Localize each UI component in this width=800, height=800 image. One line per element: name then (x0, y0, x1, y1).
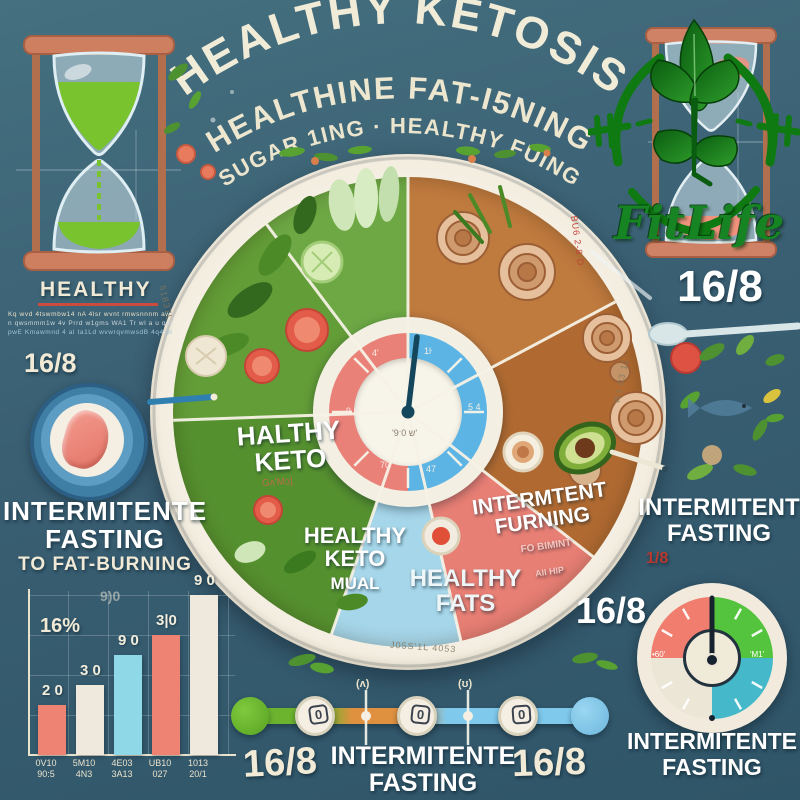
plate-label-fats: HEALTHY FATS (409, 565, 522, 617)
clock-numeral-1: 1ŀ (424, 346, 433, 356)
timeline-knob-glyph-1: 0 (307, 703, 330, 726)
bar-value-5: 9 0 (194, 572, 215, 589)
clock-face (354, 358, 462, 466)
timeline-right-label: 16/8 (511, 740, 587, 786)
gauge-caption-line2: FASTING (662, 754, 762, 780)
x-label-1: 0V10 90:5 (35, 758, 57, 779)
timeline-left-label: 16/8 (241, 740, 318, 786)
plate-label-burning: INTERMTENT FURNING FO BIMINT AII HIP (470, 478, 608, 579)
gauge-label-right: 'M1' (750, 650, 765, 659)
plate-label-keto2: HEALTHY KETO MUAL (303, 523, 407, 593)
bar-5 (190, 595, 218, 755)
x-label-4: UB10 027 (148, 758, 172, 779)
left-heading: HEALTHY (40, 278, 152, 301)
plate-label-keto1-sub: Gʌ'Mɔ] (261, 475, 294, 490)
timeline-tick-glyph-1: (ʌ) (356, 678, 370, 690)
gauge-center-disc (683, 629, 741, 687)
gauge-caption-line1: INTERMITENTE (627, 728, 797, 754)
left-fineprint-3: pwE Kmawmnd 4 al ta1Ld wvwrqvmwsdB 4q4 p… (8, 329, 173, 336)
timeline-knob-glyph-3: 0 (511, 704, 532, 725)
fitlife-logo (588, 18, 800, 258)
left-heading-underline (38, 303, 158, 306)
x-label-5: 1013 20/1 (187, 758, 209, 779)
left-fineprint-1: Kq wvd 4tswmbw14 nA 4lsr wvnt rmwsnnnm a… (8, 311, 173, 318)
bar-chart (20, 583, 238, 800)
plate-label-keto1: HALTHY KETO (235, 414, 342, 478)
right-fasting-line1: INTERMITENT (638, 494, 800, 521)
x-label-3: 4E03 3A13 (111, 758, 133, 779)
bar-1 (38, 705, 66, 755)
timeline-knob-2[interactable] (397, 696, 437, 736)
clock-center-text: '9ˑ0 ש' (392, 428, 418, 438)
x-label-2: 5M10 4N3 (72, 758, 96, 779)
bar-3 (114, 655, 142, 755)
x-axis (28, 754, 236, 756)
bar-side-label: 16% (40, 615, 81, 637)
right-fasting-line2: FASTING (666, 520, 771, 547)
timeline-center-line1: INTERMITENTE (330, 742, 516, 770)
timeline-knob-1[interactable] (295, 696, 335, 736)
timeline-knob-3[interactable] (498, 696, 538, 736)
bar-ghost-label: 9)0 (100, 588, 121, 604)
timeline-tick-glyph-2: (ʊ) (458, 678, 473, 690)
left-fasting-line1: INTERMITENTE (2, 496, 208, 526)
left-fineprint-2: n qwsmmm1w 4v Prrd w1gms WA1 Tr wl a u q… (8, 320, 173, 327)
left-fasting-line3: TO FAT-BURNING (18, 554, 192, 575)
bar-value-1: 2 0 (42, 682, 63, 699)
right-ratio-mid: 16/8 (575, 590, 647, 631)
hourglass-green-icon (16, 35, 181, 271)
timeline-knob-glyph-2: 0 (410, 704, 432, 725)
clock-numeral-3: 47 (426, 464, 437, 474)
right-small-ratio: 1/8 (646, 550, 669, 567)
right-ratio-big: 16/8 (677, 262, 763, 311)
clock-numeral-2: 5 4 (468, 402, 481, 412)
bar-value-4: 3|0 (156, 612, 177, 629)
y-axis (28, 589, 30, 755)
bar-value-3: 9 0 (118, 632, 139, 649)
left-fasting-line2: FASTING (45, 524, 165, 554)
title-line1: HEALTHY KETOSIS (161, 0, 638, 105)
bar-4 (152, 635, 180, 755)
timeline-center-line2: FASTING (368, 769, 478, 797)
clock-numeral-4: 4' (372, 348, 379, 358)
bar-2 (76, 685, 104, 755)
bar-value-2: 3 0 (80, 662, 101, 679)
left-ratio: 16/8 (24, 348, 77, 378)
clock-numeral-5: 9 6 (346, 406, 359, 416)
brand-wordmark: FitLife (613, 196, 785, 250)
clock-numeral-6: 70 (380, 460, 391, 470)
timeline-left-cap[interactable] (231, 697, 269, 735)
title-line2: HEALTHINE FAT-I5NING (200, 70, 600, 159)
timeline-right-cap[interactable] (571, 697, 609, 735)
gauge-label-left: •60' (652, 650, 666, 659)
